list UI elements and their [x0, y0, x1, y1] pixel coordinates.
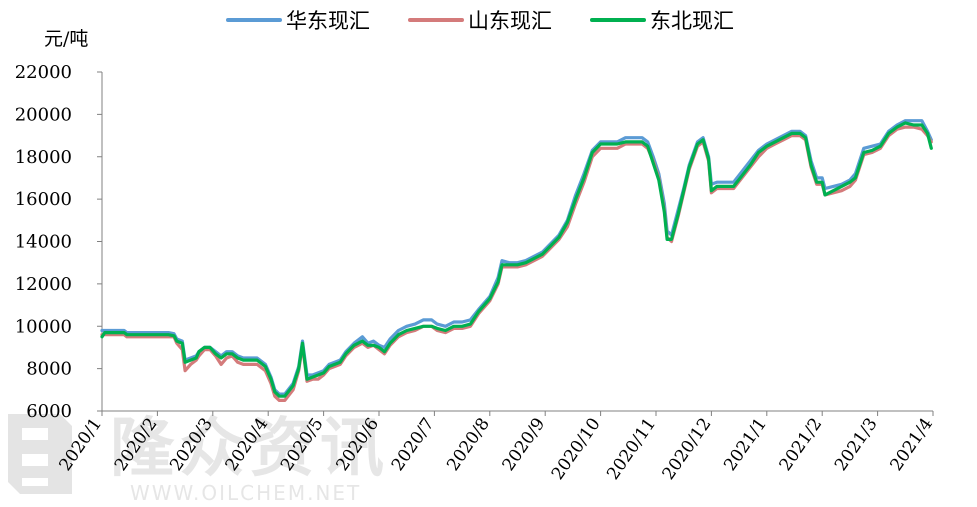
- x-tick-label: 2020/9: [499, 414, 550, 474]
- series-layer: [100, 119, 933, 402]
- y-tick-label: 12000: [15, 274, 72, 295]
- y-tick-label: 22000: [15, 62, 72, 83]
- series-line-3: [100, 121, 933, 398]
- y-tick-label: 14000: [15, 232, 72, 253]
- legend-label-1: 华东现汇: [286, 9, 370, 33]
- y-tick-label: 18000: [15, 147, 72, 168]
- y-ticks: 6000 8000 10000 12000 14000 16000 18000 20000 22…: [15, 62, 102, 422]
- x-tick-label: 2020/10: [548, 414, 605, 483]
- x-tick-label: 2020/12: [659, 414, 716, 483]
- y-axis-unit: 元/吨: [44, 28, 88, 50]
- x-tick-label: 2020/7: [388, 414, 439, 474]
- legend: 华东现汇 山东现汇 东北现汇: [226, 9, 734, 33]
- y-tick-label: 6000: [26, 401, 72, 422]
- watermark: 隆众资讯 WWW.OILCHEM.NET: [8, 412, 390, 505]
- legend-label-3: 东北现汇: [650, 9, 734, 33]
- x-tick-label: 2021/1: [720, 414, 771, 474]
- x-tick-label: 2020/8: [443, 414, 494, 474]
- watermark-brand: 隆众资讯: [110, 412, 390, 486]
- x-tick-label: 2020/11: [603, 414, 660, 483]
- y-tick-label: 8000: [26, 359, 72, 380]
- legend-label-2: 山东现汇: [468, 9, 552, 33]
- y-tick-label: 20000: [15, 104, 72, 125]
- cube-logo-icon: [8, 414, 72, 494]
- watermark-url: WWW.OILCHEM.NET: [130, 481, 361, 505]
- y-tick-label: 10000: [15, 316, 72, 337]
- series-line-1: [100, 119, 933, 396]
- x-tick-label: 2021/4: [886, 414, 937, 474]
- x-tick-label: 2021/3: [831, 414, 882, 474]
- x-tick-label: 2021/2: [776, 414, 827, 474]
- y-tick-label: 16000: [15, 189, 72, 210]
